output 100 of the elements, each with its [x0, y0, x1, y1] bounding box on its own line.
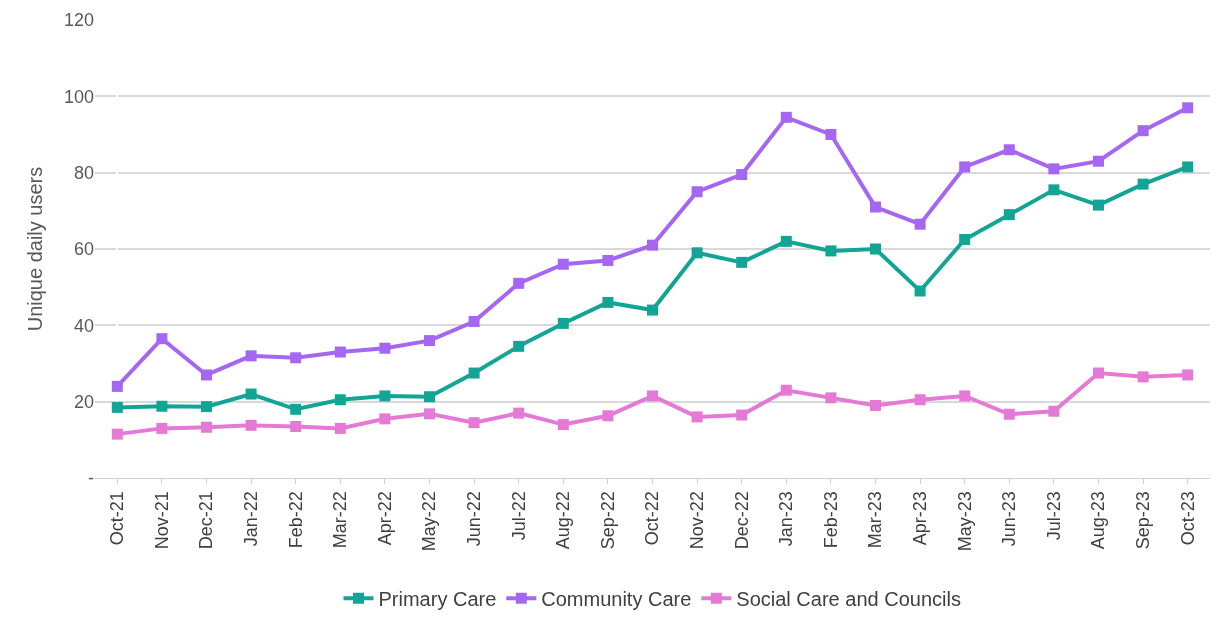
x-tick-label: Jan-23 — [776, 491, 797, 547]
point — [780, 384, 792, 396]
x-tick-label: Oct-22 — [642, 491, 663, 546]
x-tick-label: Jul-22 — [508, 491, 529, 541]
point — [825, 245, 837, 257]
point — [1182, 369, 1194, 381]
point — [736, 409, 748, 421]
x-tick-label: Aug-23 — [1088, 491, 1109, 550]
point — [557, 258, 569, 270]
point — [201, 401, 212, 413]
point — [111, 428, 123, 440]
point — [1137, 178, 1149, 190]
x-tick-label: Feb-22 — [285, 491, 306, 549]
x-tick-label: Oct-23 — [1177, 491, 1198, 546]
point — [334, 346, 346, 358]
point — [825, 129, 837, 140]
point — [290, 420, 302, 432]
point — [691, 186, 703, 198]
x-tick-label: Oct-21 — [107, 491, 128, 546]
point — [736, 256, 748, 268]
x-tick-label: Jun-23 — [999, 491, 1020, 547]
point — [201, 421, 212, 433]
point — [602, 410, 614, 422]
legend-label: Social Care and Councils — [736, 588, 961, 611]
x-tick-label: Jan-22 — [240, 491, 261, 547]
point — [156, 400, 168, 412]
point — [557, 419, 569, 431]
point — [1003, 209, 1015, 221]
point — [513, 277, 525, 289]
point — [379, 390, 391, 402]
point — [424, 391, 435, 403]
y-tick-label: 60 — [73, 239, 94, 260]
point — [424, 408, 435, 420]
point — [1182, 102, 1194, 114]
point — [647, 390, 658, 402]
point — [290, 403, 302, 415]
x-tick-label: May-22 — [419, 491, 440, 552]
x-tick-label: Sep-22 — [597, 491, 618, 550]
point — [914, 218, 926, 230]
point — [1137, 125, 1149, 137]
point — [1182, 161, 1194, 173]
x-tick-label: Aug-22 — [553, 491, 574, 550]
point — [870, 243, 881, 255]
point — [1003, 144, 1015, 156]
point — [513, 407, 525, 419]
point — [156, 422, 168, 434]
point — [1137, 371, 1149, 383]
point — [513, 340, 525, 352]
point — [245, 350, 257, 362]
y-tick-label: 40 — [73, 315, 94, 336]
x-tick-label: Dec-21 — [196, 491, 217, 550]
point — [780, 235, 792, 247]
point — [1048, 163, 1060, 175]
point — [334, 394, 346, 406]
point — [647, 304, 658, 316]
point — [245, 388, 257, 400]
point — [1093, 155, 1104, 167]
point — [870, 201, 881, 213]
y-tick-label: 120 — [63, 10, 94, 31]
x-tick-label: Sep-23 — [1132, 491, 1153, 550]
point — [959, 233, 971, 245]
x-tick-label: Dec-22 — [731, 491, 752, 550]
point — [914, 394, 926, 406]
point — [602, 296, 614, 308]
point — [201, 369, 212, 381]
point — [825, 392, 837, 404]
point — [736, 169, 748, 181]
x-tick-label: Jun-22 — [463, 491, 484, 547]
point — [468, 417, 480, 429]
y-tick-label: 80 — [73, 162, 94, 183]
x-tick-label: Apr-22 — [374, 491, 395, 546]
point — [870, 399, 881, 411]
x-tick-label: Jul-23 — [1043, 491, 1064, 541]
x-tick-label: Mar-22 — [330, 491, 351, 549]
point — [1003, 408, 1015, 420]
point — [959, 390, 971, 402]
point — [780, 111, 792, 123]
point — [691, 247, 703, 259]
legend-label: Community Care — [541, 588, 692, 611]
point — [379, 342, 391, 354]
point — [468, 367, 480, 379]
point — [1048, 405, 1060, 417]
point — [1093, 199, 1104, 211]
point — [290, 352, 302, 364]
y-tick-label: - — [88, 468, 94, 489]
y-tick-label: 100 — [63, 86, 94, 107]
point — [914, 285, 926, 297]
point — [468, 316, 480, 328]
point — [1048, 184, 1060, 196]
point — [245, 419, 257, 431]
point — [156, 333, 168, 345]
x-tick-label: Mar-23 — [865, 491, 886, 549]
x-tick-label: Apr-23 — [909, 491, 930, 546]
y-axis-title: Unique daily users — [24, 166, 47, 332]
point — [111, 401, 123, 413]
x-tick-label: Nov-22 — [686, 491, 707, 550]
point — [334, 422, 346, 434]
point — [647, 239, 658, 251]
point — [691, 411, 703, 423]
point — [602, 254, 614, 266]
